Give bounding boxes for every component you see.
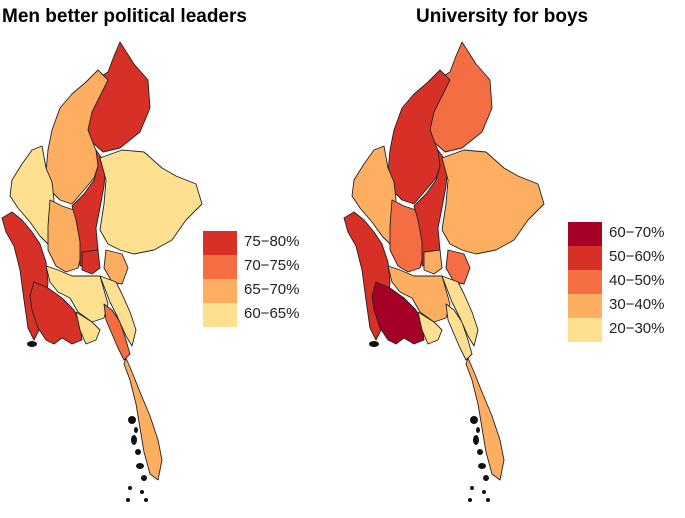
legend-swatch [568, 294, 602, 318]
region-ayeyarwady [371, 281, 425, 345]
map-title: Men better political leaders [2, 6, 247, 27]
coastal-island [136, 463, 144, 469]
coastal-island [27, 341, 37, 347]
region-shan [441, 149, 545, 255]
region-shan [99, 149, 203, 255]
region-sagaing [387, 69, 451, 205]
coastal-island [126, 498, 130, 502]
coastal-island [141, 475, 147, 481]
legend-swatch [568, 318, 602, 342]
region-kayah [103, 249, 129, 285]
legend-swatch [568, 222, 602, 246]
coastal-island [486, 498, 490, 502]
region-kachin [84, 41, 151, 153]
region-kayin [441, 275, 479, 347]
coastal-island [144, 498, 148, 502]
region-mon [103, 303, 131, 361]
region-kayin [99, 275, 137, 347]
coastal-island [468, 498, 472, 502]
coastal-island [470, 486, 474, 490]
region-kachin [426, 41, 493, 153]
coastal-island [478, 463, 486, 469]
coastal-island [473, 435, 479, 445]
region-sagaing [45, 69, 109, 205]
region-yangon [417, 311, 443, 345]
region-naypyitaw [81, 249, 101, 275]
map-panel-university-for-boys: University for boys 60−70% 50−60% 40−50% 30… [342, 0, 685, 518]
legend-swatch [568, 270, 602, 294]
legend-label: 50−60% [609, 248, 665, 265]
legend-label: 30−40% [609, 296, 665, 313]
coastal-island [482, 490, 486, 494]
region-kayah [445, 249, 471, 285]
region-yangon [75, 311, 101, 345]
legend-label: 40−50% [609, 272, 665, 289]
legend-label: 20−30% [609, 320, 665, 337]
legend-swatch [203, 279, 237, 303]
coastal-island [131, 435, 137, 445]
region-tanintharyi [465, 357, 505, 481]
coastal-island [470, 416, 478, 424]
coastal-island [477, 449, 483, 455]
legend-label: 60−70% [609, 224, 665, 241]
region-ayeyarwady [29, 281, 83, 345]
region-magway [47, 199, 83, 273]
region-naypyitaw [423, 249, 443, 275]
legend-swatch [203, 255, 237, 279]
legend-label: 70−75% [244, 257, 300, 274]
coastal-island [134, 427, 138, 433]
coastal-island [128, 416, 136, 424]
map-panel-men-political-leaders: Men better political leaders 75−80% 70−75… [0, 0, 342, 518]
coastal-island [483, 475, 489, 481]
legend-label: 65−70% [244, 281, 300, 298]
coastal-island [128, 486, 132, 490]
region-mon [445, 303, 473, 361]
legend-swatch [203, 303, 237, 327]
region-mandalay [71, 149, 107, 267]
legend-swatch [568, 246, 602, 270]
legend-swatch [203, 231, 237, 255]
map-title: University for boys [416, 6, 589, 27]
choropleth-map [343, 41, 545, 502]
region-tanintharyi [123, 357, 163, 481]
coastal-island [135, 449, 141, 455]
coastal-island [476, 427, 480, 433]
choropleth-map [1, 41, 203, 502]
region-mandalay [413, 149, 449, 267]
legend-label: 75−80% [244, 233, 300, 250]
coastal-island [369, 341, 379, 347]
legend-label: 60−65% [244, 305, 300, 322]
coastal-island [140, 490, 144, 494]
region-magway [389, 199, 425, 273]
